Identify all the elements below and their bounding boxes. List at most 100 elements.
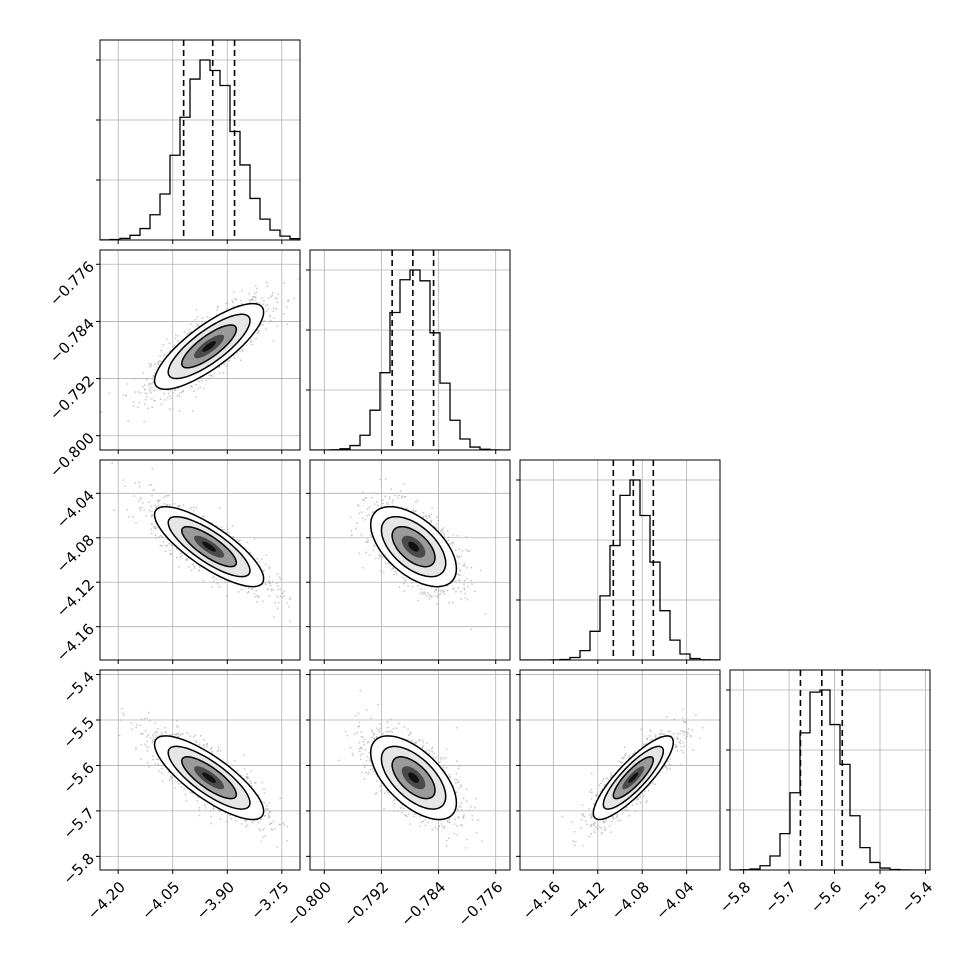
scatter-point [199,744,201,746]
scatter-point [165,551,167,553]
scatter-point [275,308,277,310]
scatter-point [415,501,417,503]
scatter-point [188,566,190,568]
scatter-point [199,387,201,389]
scatter-point [261,297,263,299]
scatter-point [363,499,365,501]
scatter-point [151,406,153,408]
scatter-point [254,293,256,295]
scatter-point [417,600,419,602]
scatter-point [146,750,148,752]
scatter-point [122,712,124,714]
scatter-point [148,766,150,768]
scatter-point [192,410,194,412]
scatter-point [403,483,405,485]
scatter-point [125,395,127,397]
scatter-point [272,292,274,294]
scatter-point [223,364,225,366]
scatter-point [197,316,199,318]
scatter-point [160,398,162,400]
scatter-point [223,529,225,531]
scatter-point [436,523,438,525]
scatter-point [373,492,375,494]
scatter-point [286,826,288,828]
scatter-point [458,587,460,589]
panel-0-0 [96,40,300,244]
scatter-point [135,391,137,393]
scatter-point [237,352,239,354]
scatter-point [194,567,196,569]
scatter-point [455,580,457,582]
scatter-point [254,593,256,595]
scatter-point [170,778,172,780]
scatter-point [210,823,212,825]
scatter-point [466,578,468,580]
scatter-point [406,507,408,509]
scatter-point [150,392,152,394]
scatter-point [425,515,427,517]
scatter-point [160,545,162,547]
scatter-point [351,530,353,532]
scatter-point [289,621,291,623]
scatter-point [273,616,275,618]
scatter-point [438,588,440,590]
scatter-point [253,299,255,301]
scatter-point [190,385,192,387]
scatter-point [202,516,204,518]
scatter-point [279,798,281,800]
scatter-point [154,528,156,530]
scatter-point [139,402,141,404]
scatter-point [137,406,139,408]
scatter-point [145,730,147,732]
scatter-point [198,325,200,327]
scatter-point [205,379,207,381]
scatter-point [168,495,170,497]
scatter-point [376,501,378,503]
scatter-point [217,583,219,585]
scatter-point [261,782,263,784]
panel-1-0 [96,250,300,454]
scatter-point [276,583,278,585]
scatter-point [235,299,237,301]
scatter-point [163,344,165,346]
scatter-point [145,515,147,517]
scatter-point [205,807,207,809]
scatter-point [271,294,273,296]
scatter-point [279,595,281,597]
scatter-point [140,509,142,511]
scatter-point [360,534,362,536]
scatter-point [113,509,115,511]
scatter-point [179,556,181,558]
scatter-point [210,377,212,379]
scatter-point [263,320,265,322]
scatter-point [266,554,268,556]
scatter-point [166,495,168,497]
scatter-point [167,397,169,399]
scatter-point [277,573,279,575]
scatter-point [371,497,373,499]
scatter-point [144,403,146,405]
scatter-point [362,567,364,569]
scatter-point [279,576,281,578]
scatter-point [164,727,166,729]
scatter-point [431,587,433,589]
panel-content [100,460,305,660]
scatter-point [286,307,288,309]
scatter-point [266,310,268,312]
scatter-point [262,837,264,839]
scatter-point [177,340,179,342]
scatter-point [132,405,134,407]
scatter-point [273,307,275,309]
scatter-point [241,290,243,292]
scatter-point [257,332,259,334]
scatter-point [258,561,260,563]
scatter-point [204,746,206,748]
scatter-point [149,510,151,512]
panel-content [100,250,300,450]
scatter-point [277,293,279,295]
scatter-point [268,297,270,299]
scatter-point [159,500,161,502]
panel-content [100,40,300,240]
scatter-point [265,305,267,307]
scatter-point [148,712,150,714]
